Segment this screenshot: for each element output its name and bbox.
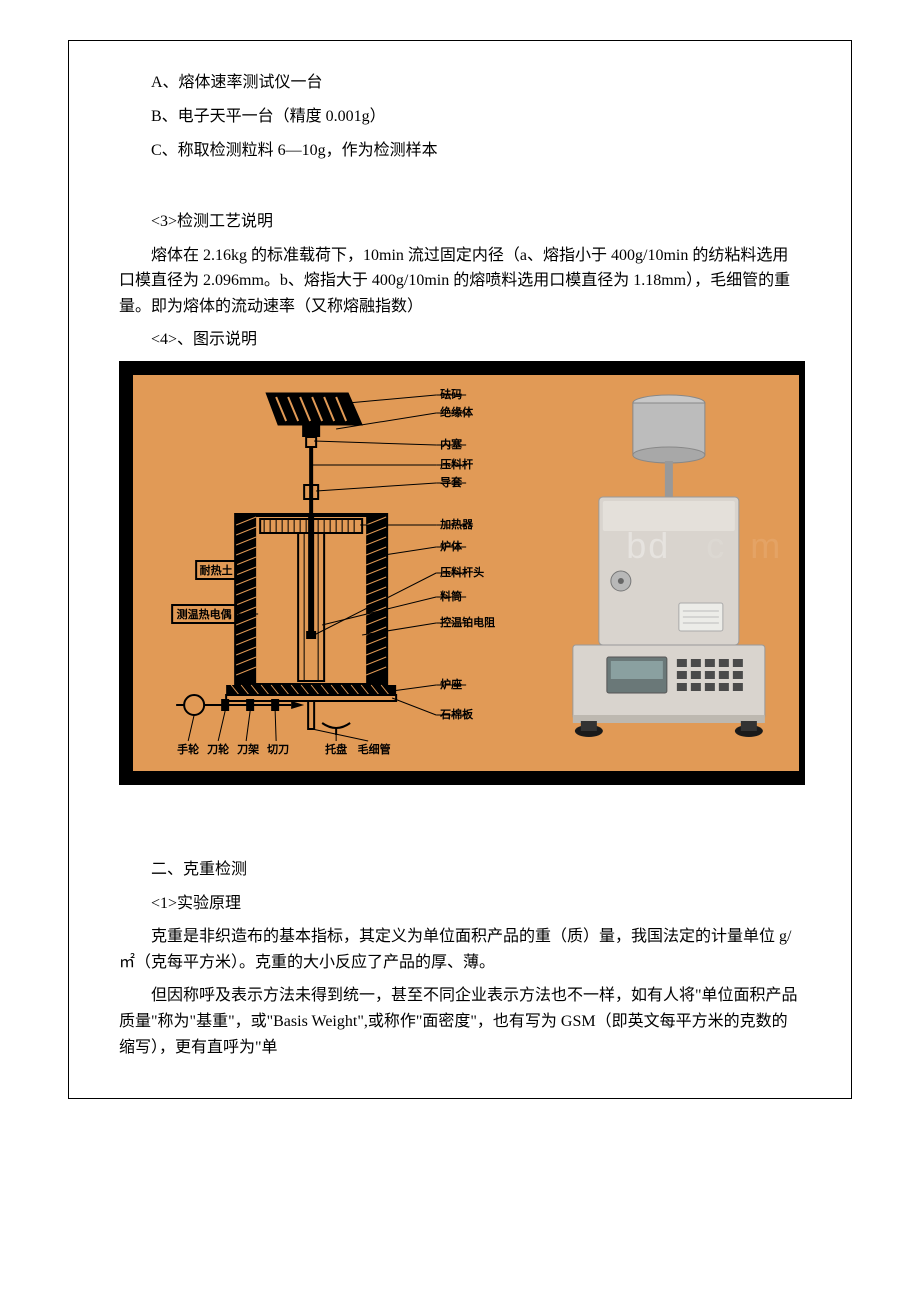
tray-icon xyxy=(322,723,350,728)
label-furnace-base: 炉座 xyxy=(440,677,462,691)
sub3-body: 熔体在 2.16kg 的标准载荷下，10min 流过固定内径（a、熔指小于 40… xyxy=(119,243,801,320)
furnace-body-icon xyxy=(236,515,386,685)
section2-para1: 克重是非织造布的基本指标，其定义为单位面积产品的重（质）量，我国法定的计量单位 … xyxy=(119,924,801,975)
document-frame: A、熔体速率测试仪一台 B、电子天平一台（精度 0.001g） C、称取检测粒料… xyxy=(68,40,852,1099)
label-barrel: 料筒 xyxy=(440,589,462,603)
instrument-rod-icon xyxy=(665,461,673,501)
capillary-icon xyxy=(308,701,314,729)
label-capillary: 毛细管 xyxy=(358,742,391,756)
instrument-feet-icon xyxy=(575,721,763,737)
spacer xyxy=(119,821,801,849)
label-press-rod: 压料杆 xyxy=(440,457,473,471)
section2-title: 二、克重检测 xyxy=(119,857,801,883)
instrument-weight-icon xyxy=(633,395,705,463)
label-pt-resistor: 控温铂电阻 xyxy=(440,615,495,629)
schematic-diagram: 耐热土 测温热电偶 xyxy=(133,375,519,771)
label-asbestos: 石棉板 xyxy=(439,707,474,721)
figure-container: 耐热土 测温热电偶 xyxy=(119,361,801,785)
label-heater: 加热器 xyxy=(439,517,474,531)
equipment-list: A、熔体速率测试仪一台 B、电子天平一台（精度 0.001g） C、称取检测粒料… xyxy=(119,71,801,163)
schematic-svg: 耐热土 测温热电偶 xyxy=(133,375,519,771)
label-inner-plug: 内塞 xyxy=(440,437,463,451)
section2-sub1-title: <1>实验原理 xyxy=(119,891,801,917)
instrument-photo: bd c m xyxy=(519,375,799,771)
instrument-svg xyxy=(519,375,799,771)
section2-para1-text: 克重是非织造布的基本指标，其定义为单位面积产品的重（质）量，我国法定的计量单位 … xyxy=(119,924,801,975)
spacer xyxy=(119,793,801,821)
label-guide-sleeve: 导套 xyxy=(440,475,463,489)
section2-para2-text: 但因称呼及表示方法未得到统一，甚至不同企业表示方法也不一样，如有人将"单位面积产… xyxy=(119,983,801,1060)
sub4-heading: <4>、图示说明 xyxy=(119,327,801,353)
label-insulator: 绝缘体 xyxy=(440,405,474,419)
label-furnace-body: 炉体 xyxy=(440,539,463,553)
plug-icon xyxy=(306,437,316,447)
figure-border: 耐热土 测温热电偶 xyxy=(119,361,805,785)
list-item-b: B、电子天平一台（精度 0.001g） xyxy=(151,105,801,129)
weight-block-icon xyxy=(266,393,362,425)
instrument-base-icon xyxy=(573,645,765,723)
sub3-heading: <3>检测工艺说明 xyxy=(119,209,801,235)
sub3-body-text: 熔体在 2.16kg 的标准载荷下，10min 流过固定内径（a、熔指小于 40… xyxy=(119,243,801,320)
label-press-rod-head: 压料杆头 xyxy=(440,565,484,579)
figure-inner: 耐热土 测温热电偶 xyxy=(133,375,799,771)
label-cutter: 切刀 xyxy=(267,743,289,756)
label-tray: 托盘 xyxy=(325,742,347,756)
instrument-body-icon xyxy=(599,497,739,645)
label-weight: 砝码 xyxy=(440,387,462,401)
label-knife-holder: 刀架 xyxy=(237,742,259,756)
label-thermocouple: 测温热电偶 xyxy=(177,607,232,621)
list-item-c: C、称取检测粒料 6—10g，作为检测样本 xyxy=(151,139,801,163)
label-handwheel: 手轮 xyxy=(177,742,199,756)
insulator-icon xyxy=(302,425,320,437)
section2-para2: 但因称呼及表示方法未得到统一，甚至不同企业表示方法也不一样，如有人将"单位面积产… xyxy=(119,983,801,1060)
label-refractory: 耐热土 xyxy=(200,563,233,577)
bottom-leaders xyxy=(188,711,368,741)
base-plate-icon xyxy=(226,685,396,695)
press-rod-icon xyxy=(309,447,313,517)
list-item-a: A、熔体速率测试仪一台 xyxy=(151,71,801,95)
spacer xyxy=(119,173,801,201)
label-knife-wheel: 刀轮 xyxy=(207,742,229,756)
cutter-assembly-icon xyxy=(176,695,304,715)
